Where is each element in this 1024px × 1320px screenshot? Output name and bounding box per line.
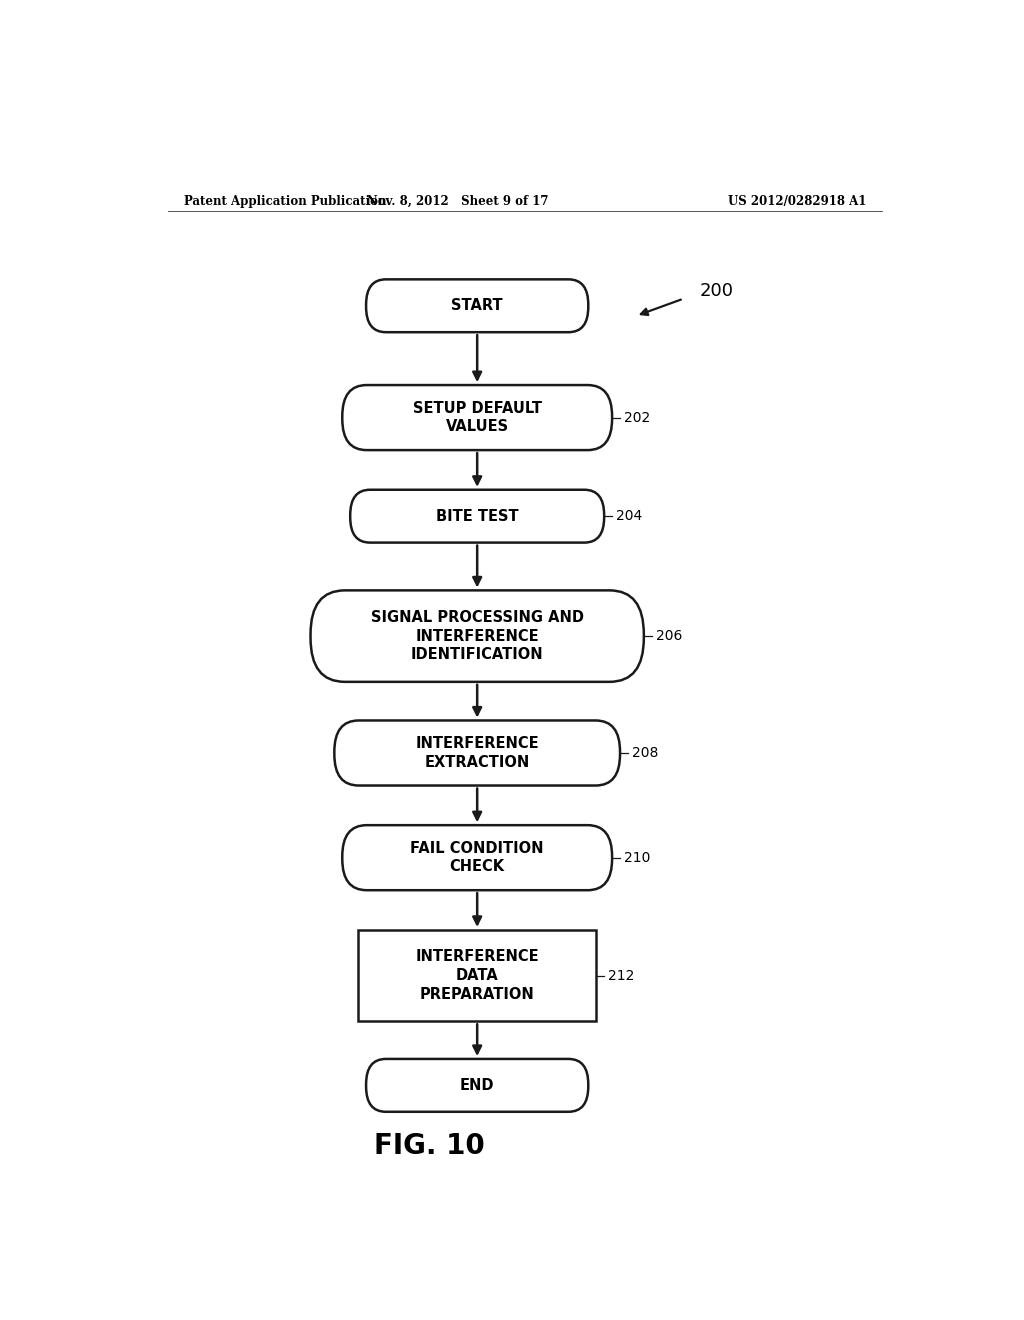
FancyBboxPatch shape (342, 825, 612, 890)
Text: START: START (452, 298, 503, 313)
FancyBboxPatch shape (342, 385, 612, 450)
FancyBboxPatch shape (367, 1059, 588, 1111)
FancyBboxPatch shape (350, 490, 604, 543)
Text: INTERFERENCE
DATA
PREPARATION: INTERFERENCE DATA PREPARATION (416, 949, 539, 1002)
Text: SIGNAL PROCESSING AND
INTERFERENCE
IDENTIFICATION: SIGNAL PROCESSING AND INTERFERENCE IDENT… (371, 610, 584, 663)
Text: FIG. 10: FIG. 10 (374, 1133, 485, 1160)
Text: Nov. 8, 2012   Sheet 9 of 17: Nov. 8, 2012 Sheet 9 of 17 (367, 194, 548, 207)
FancyBboxPatch shape (334, 721, 620, 785)
Text: END: END (460, 1078, 495, 1093)
Text: FAIL CONDITION
CHECK: FAIL CONDITION CHECK (411, 841, 544, 874)
Text: 204: 204 (616, 510, 642, 523)
FancyBboxPatch shape (367, 280, 588, 333)
Text: 208: 208 (632, 746, 658, 760)
Text: BITE TEST: BITE TEST (436, 508, 518, 524)
Text: INTERFERENCE
EXTRACTION: INTERFERENCE EXTRACTION (416, 737, 539, 770)
FancyBboxPatch shape (310, 590, 644, 682)
Text: 210: 210 (624, 850, 650, 865)
Text: US 2012/0282918 A1: US 2012/0282918 A1 (728, 194, 866, 207)
Bar (358, 929, 596, 1022)
Text: 200: 200 (699, 281, 733, 300)
Text: 202: 202 (624, 411, 650, 425)
Text: 206: 206 (655, 630, 682, 643)
Text: Patent Application Publication: Patent Application Publication (183, 194, 386, 207)
Text: 212: 212 (608, 969, 635, 982)
Text: SETUP DEFAULT
VALUES: SETUP DEFAULT VALUES (413, 401, 542, 434)
